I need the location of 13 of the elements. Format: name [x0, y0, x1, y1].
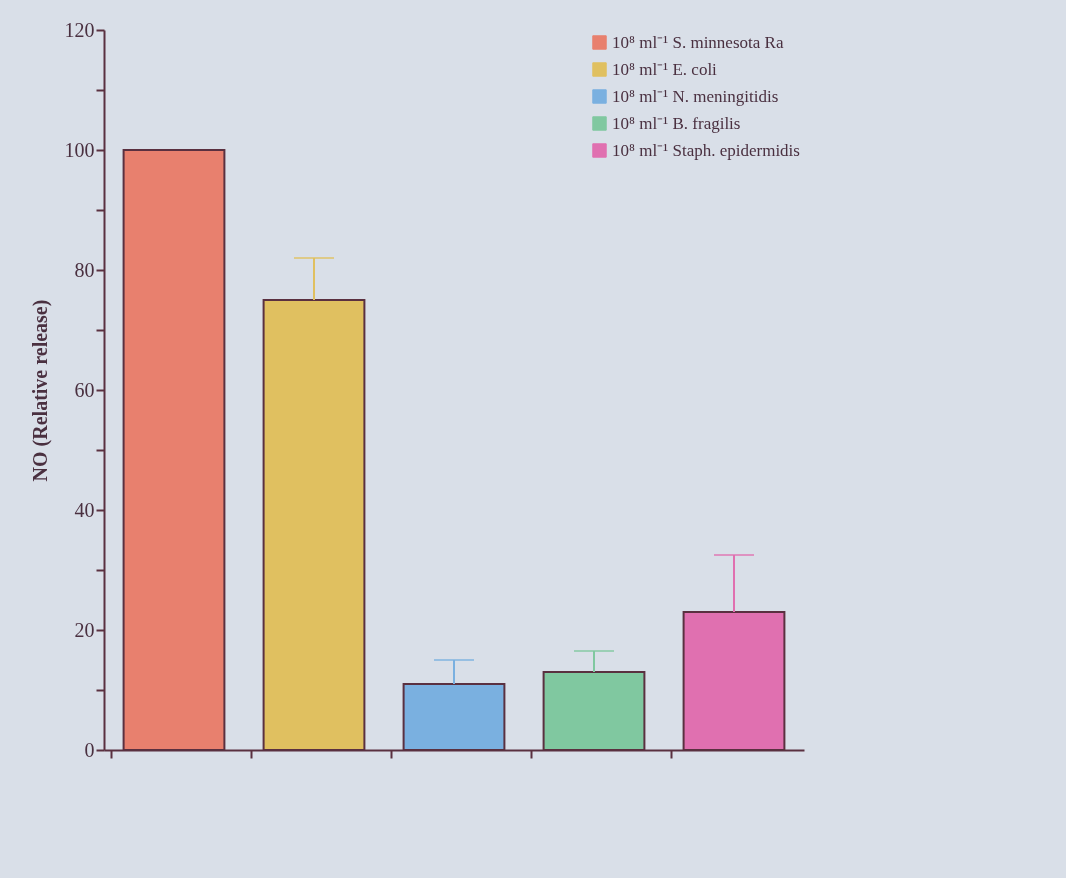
- y-tick-label: 120: [64, 18, 95, 41]
- y-tick-label: 20: [74, 618, 95, 641]
- y-tick-label: 60: [74, 378, 95, 401]
- legend-label: 10⁸ ml⁻¹ B. fragilis: [612, 113, 741, 133]
- legend-label: 10⁸ ml⁻¹ E. coli: [612, 59, 718, 79]
- legend-label: 10⁸ ml⁻¹ S. minnesota Ra: [612, 32, 784, 52]
- y-tick-label: 80: [74, 258, 95, 281]
- y-tick-label: 40: [74, 498, 95, 521]
- y-tick-label: 100: [64, 138, 95, 161]
- legend-label: 10⁸ ml⁻¹ N. meningitidis: [612, 86, 779, 106]
- y-tick-label: 0: [84, 738, 95, 761]
- legend-label: 10⁸ ml⁻¹ Staph. epidermidis: [612, 140, 800, 160]
- y-axis-title: NO (Relative release): [28, 299, 52, 482]
